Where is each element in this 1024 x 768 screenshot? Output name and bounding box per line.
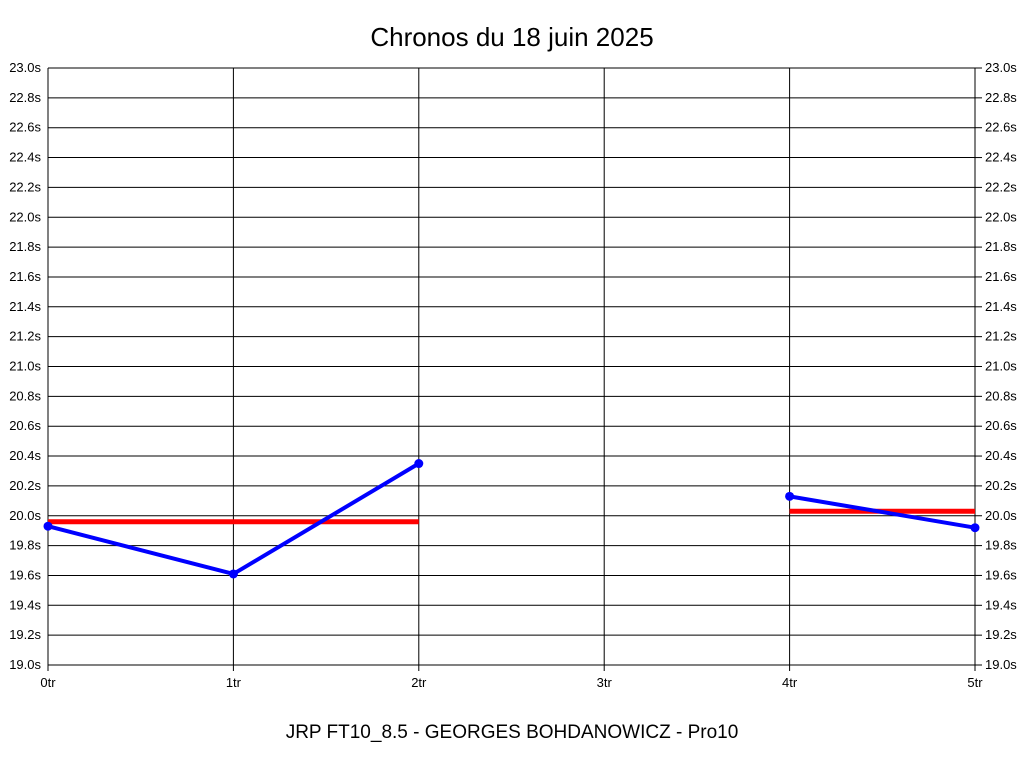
chart-title: Chronos du 18 juin 2025	[370, 22, 654, 52]
y-tick-label-left: 20.0s	[9, 508, 41, 523]
y-tick-label-right: 22.8s	[985, 90, 1017, 105]
y-tick-label-left: 23.0s	[9, 60, 41, 75]
y-tick-label-left: 22.6s	[9, 120, 41, 135]
y-tick-label-right: 20.4s	[985, 448, 1017, 463]
y-tick-label-left: 22.0s	[9, 209, 41, 224]
data-point-marker	[228, 569, 238, 579]
y-tick-label-right: 21.4s	[985, 299, 1017, 314]
x-tick-label: 4tr	[782, 675, 798, 690]
y-tick-label-right: 20.2s	[985, 478, 1017, 493]
y-tick-label-right: 20.6s	[985, 418, 1017, 433]
y-tick-label-right: 19.2s	[985, 627, 1017, 642]
y-tick-label-left: 21.6s	[9, 269, 41, 284]
y-tick-label-right: 22.4s	[985, 150, 1017, 165]
y-tick-label-right: 19.4s	[985, 597, 1017, 612]
y-tick-label-right: 20.8s	[985, 388, 1017, 403]
data-point-marker	[970, 523, 980, 533]
y-tick-label-right: 21.0s	[985, 359, 1017, 374]
series-line	[787, 494, 977, 530]
y-tick-label-right: 21.8s	[985, 239, 1017, 254]
y-tick-label-left: 20.4s	[9, 448, 41, 463]
y-tick-label-left: 21.8s	[9, 239, 41, 254]
data-point-marker	[414, 459, 424, 469]
chart-caption: JRP FT10_8.5 - GEORGES BOHDANOWICZ - Pro…	[285, 722, 739, 743]
y-tick-label-right: 19.8s	[985, 538, 1017, 553]
y-tick-label-right: 22.6s	[985, 120, 1017, 135]
y-tick-label-left: 19.4s	[9, 597, 41, 612]
y-tick-label-left: 21.4s	[9, 299, 41, 314]
x-tick-label: 5tr	[967, 675, 983, 690]
data-point-marker	[43, 521, 53, 531]
y-tick-label-left: 19.6s	[9, 567, 41, 582]
y-tick-label-right: 22.0s	[985, 209, 1017, 224]
y-tick-label-right: 21.6s	[985, 269, 1017, 284]
y-tick-label-left: 20.6s	[9, 418, 41, 433]
y-tick-label-right: 22.2s	[985, 179, 1017, 194]
y-tick-label-right: 21.2s	[985, 329, 1017, 344]
y-tick-label-left: 21.2s	[9, 329, 41, 344]
y-tick-label-right: 19.0s	[985, 657, 1017, 672]
y-tick-label-left: 22.2s	[9, 179, 41, 194]
y-tick-label-left: 22.8s	[9, 90, 41, 105]
x-tick-label: 2tr	[411, 675, 427, 690]
y-tick-label-right: 23.0s	[985, 60, 1017, 75]
y-tick-label-left: 22.4s	[9, 150, 41, 165]
x-tick-label: 3tr	[597, 675, 613, 690]
y-tick-label-left: 19.8s	[9, 538, 41, 553]
y-tick-label-left: 21.0s	[9, 359, 41, 374]
y-tick-label-left: 19.0s	[9, 657, 41, 672]
y-tick-label-left: 20.8s	[9, 388, 41, 403]
x-tick-label: 1tr	[226, 675, 242, 690]
y-tick-label-left: 19.2s	[9, 627, 41, 642]
y-tick-label-right: 20.0s	[985, 508, 1017, 523]
x-tick-label: 0tr	[40, 675, 56, 690]
y-tick-label-right: 19.6s	[985, 567, 1017, 582]
data-point-marker	[785, 491, 795, 501]
y-tick-label-left: 20.2s	[9, 478, 41, 493]
